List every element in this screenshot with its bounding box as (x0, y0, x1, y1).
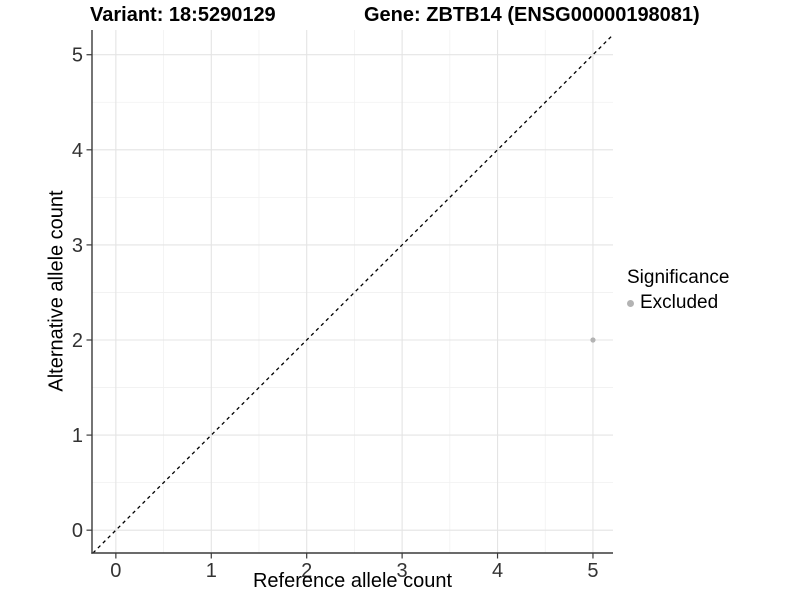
plot-title-gene: Gene: ZBTB14 (ENSG00000198081) (364, 4, 700, 26)
y-tick-label: 1 (72, 425, 83, 447)
plot-title-variant: Variant: 18:5290129 (90, 4, 276, 26)
y-tick-label: 4 (72, 140, 83, 162)
x-tick-label: 5 (587, 560, 598, 582)
y-tick-label: 2 (72, 330, 83, 352)
legend-entry-label: Excluded (640, 292, 719, 313)
legend-entry-excluded: Excluded (627, 292, 729, 314)
identity-line (92, 34, 614, 554)
x-axis-title: Reference allele count (252, 570, 452, 592)
y-tick-label: 3 (72, 235, 83, 257)
legend-title: Significance (627, 267, 730, 288)
x-tick-label: 4 (492, 560, 503, 582)
y-tick-label: 5 (72, 45, 83, 67)
y-axis-title: Alternative allele count (45, 190, 68, 392)
x-tick-label: 3 (397, 560, 408, 582)
data-point (590, 337, 596, 343)
legend: Significance Excluded (627, 266, 729, 314)
x-tick-label: 0 (110, 560, 121, 582)
y-tick-label: 0 (72, 520, 83, 542)
legend-point-icon (627, 299, 634, 307)
x-tick-label: 1 (206, 560, 217, 582)
x-tick-label: 2 (301, 560, 312, 582)
